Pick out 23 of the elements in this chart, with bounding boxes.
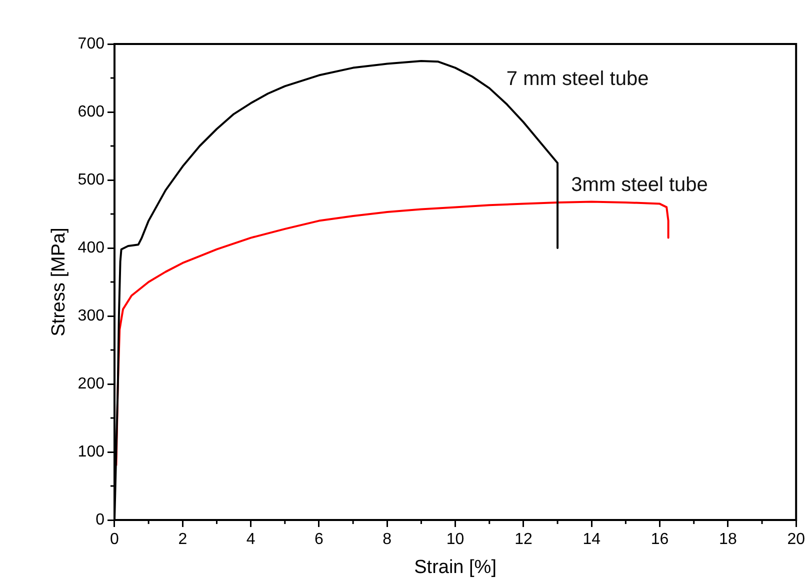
- x-tick-label: 6: [314, 531, 324, 548]
- x-tick-label: 8: [382, 531, 392, 548]
- x-tick-label: 2: [178, 531, 188, 548]
- x-tick-label: 16: [650, 531, 669, 548]
- y-tick-label: 700: [78, 35, 105, 52]
- y-tick-label: 0: [96, 511, 105, 528]
- x-tick-label: 20: [787, 531, 806, 548]
- x-tick-label: 18: [719, 531, 737, 548]
- x-tick-label: 10: [446, 531, 464, 548]
- series-label: 7 mm steel tube: [506, 68, 649, 90]
- y-tick-label: 100: [78, 443, 105, 460]
- y-tick-label: 500: [78, 171, 105, 188]
- x-tick-label: 0: [110, 531, 120, 548]
- y-tick-label: 600: [78, 103, 105, 120]
- x-tick-label: 4: [246, 531, 256, 548]
- y-tick-label: 400: [78, 239, 105, 256]
- x-tick-label: 12: [514, 531, 532, 548]
- x-tick-label: 14: [582, 531, 601, 548]
- y-tick-label: 200: [78, 375, 105, 392]
- y-axis-title: Stress [MPa]: [48, 228, 70, 336]
- series-label: 3mm steel tube: [571, 174, 708, 196]
- y-tick-label: 300: [78, 307, 105, 324]
- x-axis-title: Strain [%]: [414, 556, 496, 578]
